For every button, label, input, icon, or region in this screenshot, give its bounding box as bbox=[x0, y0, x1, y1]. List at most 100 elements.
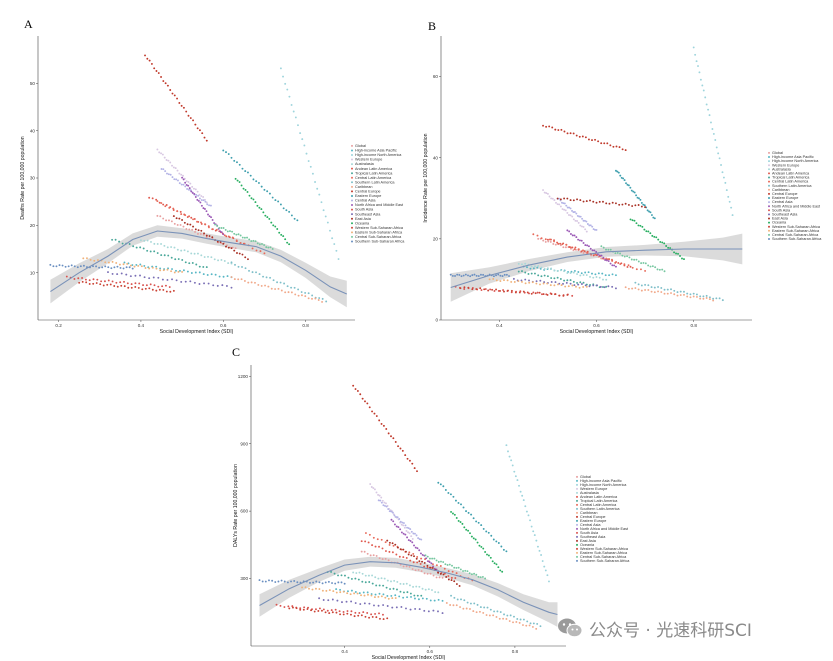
data-point bbox=[635, 258, 638, 261]
data-point bbox=[718, 297, 721, 300]
data-point bbox=[421, 587, 424, 590]
data-point bbox=[96, 278, 99, 281]
data-point bbox=[597, 140, 600, 143]
data-point bbox=[402, 583, 405, 585]
data-point bbox=[585, 285, 588, 288]
legend-marker bbox=[351, 158, 353, 161]
data-point bbox=[405, 582, 408, 585]
series-central-asia bbox=[160, 168, 212, 207]
data-point bbox=[579, 281, 582, 284]
data-point bbox=[270, 287, 273, 290]
data-point bbox=[702, 89, 705, 92]
y-axis-title: Deaths Rate per 100,000 population bbox=[20, 136, 26, 219]
data-point bbox=[180, 213, 183, 216]
data-point bbox=[414, 532, 416, 535]
data-point bbox=[592, 276, 595, 279]
data-point bbox=[274, 288, 277, 291]
data-point bbox=[541, 560, 544, 562]
data-point bbox=[370, 486, 373, 488]
data-point bbox=[205, 234, 208, 237]
data-point bbox=[286, 241, 289, 244]
wechat-icon bbox=[558, 618, 583, 638]
series-south-asia bbox=[275, 603, 384, 616]
data-point bbox=[414, 546, 417, 549]
data-point bbox=[571, 209, 573, 212]
data-point bbox=[142, 284, 145, 287]
data-point bbox=[375, 491, 378, 494]
data-point bbox=[180, 183, 183, 186]
data-point bbox=[592, 254, 595, 257]
data-point bbox=[393, 514, 396, 517]
data-point bbox=[508, 620, 511, 623]
data-point bbox=[270, 221, 273, 224]
data-point bbox=[635, 194, 638, 197]
legend-label: Central Asia bbox=[580, 523, 601, 527]
data-point bbox=[572, 271, 575, 274]
data-point bbox=[418, 549, 421, 552]
data-point bbox=[121, 242, 124, 245]
data-point bbox=[263, 252, 266, 255]
data-point bbox=[371, 582, 374, 585]
data-point bbox=[530, 525, 533, 528]
data-point bbox=[604, 259, 607, 261]
data-point bbox=[143, 276, 146, 279]
data-point bbox=[167, 159, 170, 162]
data-point bbox=[134, 274, 137, 277]
data-point bbox=[65, 275, 68, 278]
data-point bbox=[540, 237, 543, 240]
data-point bbox=[237, 265, 240, 268]
data-point bbox=[546, 238, 549, 241]
data-point bbox=[395, 525, 398, 528]
smooth-fit-line bbox=[50, 230, 348, 295]
data-point bbox=[322, 608, 325, 611]
data-point bbox=[521, 280, 523, 283]
data-point bbox=[414, 569, 417, 572]
data-point bbox=[184, 181, 187, 184]
data-point bbox=[230, 156, 233, 159]
data-point bbox=[288, 95, 291, 98]
data-point bbox=[139, 274, 141, 277]
data-point bbox=[287, 605, 290, 608]
data-point bbox=[380, 538, 383, 541]
data-point bbox=[113, 266, 116, 269]
legend-marker bbox=[576, 487, 578, 490]
data-point bbox=[536, 266, 539, 269]
data-point bbox=[100, 280, 103, 283]
data-point bbox=[563, 270, 566, 273]
data-point bbox=[386, 595, 389, 597]
data-point bbox=[609, 262, 612, 265]
data-point bbox=[102, 284, 105, 287]
data-point bbox=[536, 622, 539, 625]
legend-label: Southern Sub-Saharan Africa bbox=[580, 559, 630, 563]
data-point bbox=[487, 531, 490, 534]
data-point bbox=[614, 252, 617, 255]
data-point bbox=[333, 243, 336, 245]
data-point bbox=[246, 191, 249, 193]
data-point bbox=[361, 580, 364, 583]
data-point bbox=[558, 197, 561, 200]
data-point bbox=[485, 530, 488, 533]
data-point bbox=[534, 265, 536, 268]
data-point bbox=[344, 574, 346, 577]
data-point bbox=[394, 543, 397, 546]
data-point bbox=[101, 266, 104, 269]
legend-label: Eastern Sub-Saharan Africa bbox=[355, 230, 403, 234]
data-point bbox=[627, 287, 630, 290]
legend-label: Central Europe bbox=[355, 190, 381, 194]
data-point bbox=[76, 266, 79, 269]
data-point bbox=[315, 580, 318, 583]
data-point bbox=[650, 214, 653, 216]
data-point bbox=[361, 397, 364, 400]
data-point bbox=[157, 285, 160, 288]
data-point bbox=[190, 272, 193, 274]
data-point bbox=[155, 267, 158, 270]
data-point bbox=[532, 622, 535, 625]
data-point bbox=[580, 225, 583, 228]
data-point bbox=[621, 148, 624, 151]
data-point bbox=[480, 289, 483, 291]
series-central-sub-saharan-africa bbox=[600, 245, 666, 273]
data-point bbox=[211, 228, 214, 231]
data-point bbox=[669, 247, 672, 249]
data-point bbox=[619, 174, 622, 177]
